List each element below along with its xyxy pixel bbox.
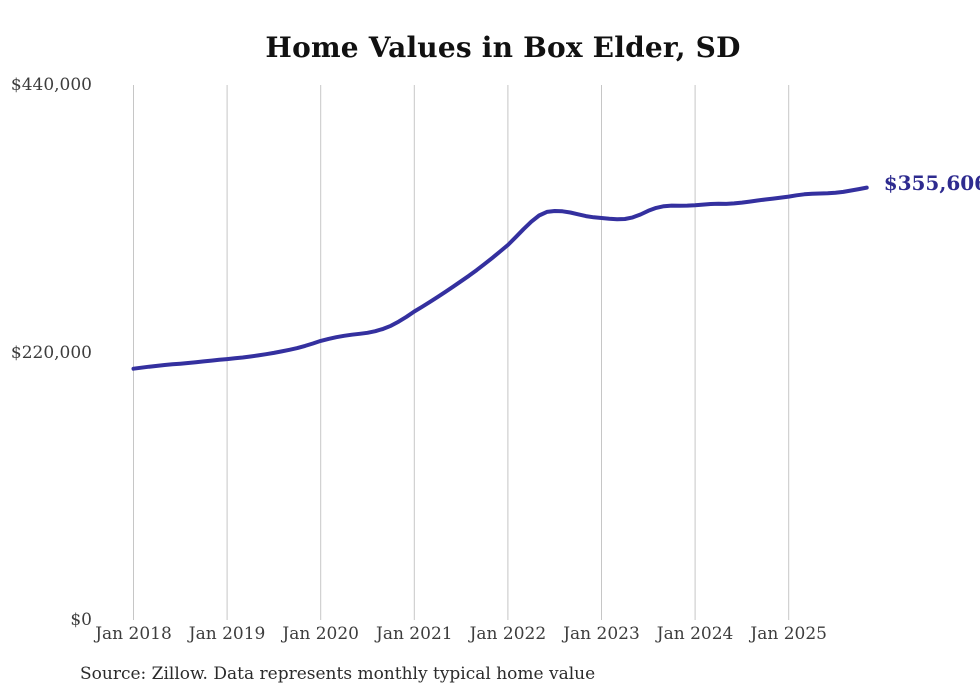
x-tick-label: Jan 2023 [563,624,640,644]
home-value-line-series [131,185,869,371]
x-tick-label: Jan 2018 [95,624,172,644]
y-tick-label: $440,000 [10,75,92,95]
x-tick-label: Jan 2020 [282,624,359,644]
y-tick-label: $0 [70,610,92,630]
x-tick-label: Jan 2024 [656,624,734,644]
x-tick-label: Jan 2021 [376,624,453,644]
x-tick-label: Jan 2022 [469,624,547,644]
source-note: Source: Zillow. Data represents monthly … [80,664,596,684]
vertical-gridlines [133,85,790,620]
y-tick-label: $220,000 [10,342,92,363]
latest-value-label: $355,606 [883,170,980,195]
x-tick-label: Jan 2019 [188,624,266,644]
x-tick-label: Jan 2025 [750,624,827,644]
chart-title: Home Values in Box Elder, SD [265,31,741,64]
